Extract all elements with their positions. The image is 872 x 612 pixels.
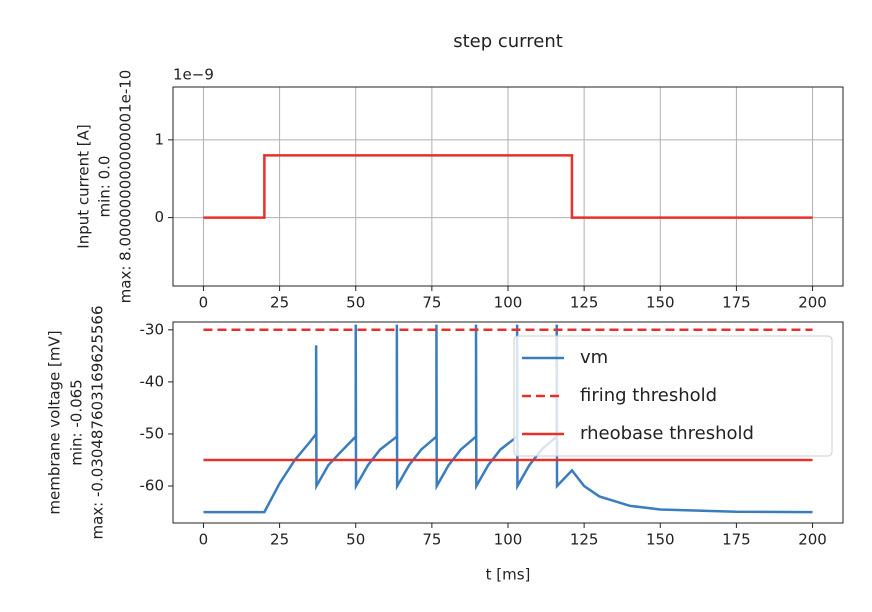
y-tick-label: -40 <box>140 372 165 390</box>
x-axis-label: t [ms] <box>486 566 531 584</box>
x-tick-label: 125 <box>570 294 599 312</box>
y-axis-label: max: -0.030487603169625566 <box>89 305 107 539</box>
axes-frame <box>172 321 844 524</box>
x-tick-label: 175 <box>722 294 751 312</box>
x-tick-label: 100 <box>494 294 523 312</box>
y-axis-label: min: -0.065 <box>68 379 86 465</box>
x-tick-label: 100 <box>494 531 523 549</box>
x-tick-label: 0 <box>199 531 209 549</box>
x-tick-label: 200 <box>798 531 827 549</box>
y-tick-label: -30 <box>140 320 165 338</box>
x-tick-label: 200 <box>798 294 827 312</box>
line <box>203 154 813 219</box>
x-tick-label: 125 <box>570 531 599 549</box>
offset-text: 1e−9 <box>173 66 214 84</box>
x-tick-label: 150 <box>646 294 675 312</box>
series-group <box>203 154 813 219</box>
legend-label: firing threshold <box>580 385 717 406</box>
axes-frame <box>172 86 844 287</box>
y-tick-label: 1 <box>154 130 164 148</box>
x-tick-label: 25 <box>270 531 289 549</box>
y-axis-label: membrane voltage [mV] <box>46 330 64 514</box>
y-tick-label: -60 <box>140 477 165 495</box>
y-axis-label: max: 8.000000000000001e-10 <box>117 70 135 304</box>
y-axis-label: Input current [A] <box>75 124 93 248</box>
x-tick-label: 175 <box>722 531 751 549</box>
x-tick-label: 0 <box>199 294 209 312</box>
x-tick-label: 25 <box>270 294 289 312</box>
x-tick-label: 75 <box>422 294 441 312</box>
y-axis-label: min: 0.0 <box>96 156 114 218</box>
legend-label: vm <box>580 347 608 368</box>
y-tick-label: -50 <box>140 424 165 442</box>
legend-label: rheobase threshold <box>580 423 754 444</box>
x-tick-label: 75 <box>422 531 441 549</box>
y-tick-label: 0 <box>154 208 164 226</box>
legend-box <box>513 335 833 457</box>
x-tick-label: 50 <box>346 294 365 312</box>
chart-title: step current <box>453 31 563 52</box>
x-tick-label: 50 <box>346 531 365 549</box>
x-tick-label: 150 <box>646 531 675 549</box>
